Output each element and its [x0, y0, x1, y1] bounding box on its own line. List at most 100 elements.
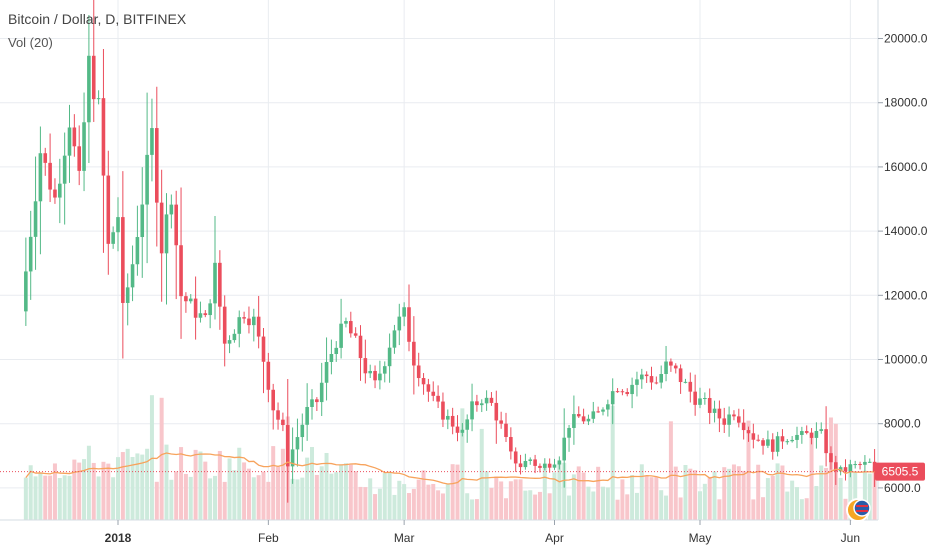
candle-body[interactable]	[319, 382, 324, 403]
candle-body[interactable]	[746, 430, 751, 434]
candle-body[interactable]	[193, 298, 198, 318]
candle-body[interactable]	[58, 183, 62, 198]
candle-body[interactable]	[824, 429, 828, 454]
candle-body[interactable]	[38, 153, 43, 202]
candle-body[interactable]	[499, 420, 503, 424]
candle-body[interactable]	[184, 296, 188, 302]
candle-body[interactable]	[834, 462, 838, 472]
candle-body[interactable]	[130, 264, 135, 288]
candle-body[interactable]	[567, 427, 571, 438]
candle-body[interactable]	[416, 365, 421, 379]
candle-body[interactable]	[169, 204, 174, 215]
candle-body[interactable]	[82, 122, 86, 171]
candle-body[interactable]	[24, 271, 28, 312]
candle-body[interactable]	[848, 464, 853, 472]
candle-body[interactable]	[804, 431, 809, 433]
candle-body[interactable]	[111, 232, 115, 244]
candle-body[interactable]	[174, 204, 178, 246]
candle-body[interactable]	[295, 437, 300, 450]
candle-body[interactable]	[159, 202, 164, 254]
candle-body[interactable]	[707, 398, 712, 413]
candle-body[interactable]	[693, 391, 697, 405]
candle-body[interactable]	[562, 437, 566, 461]
candle-body[interactable]	[756, 439, 760, 441]
candle-body[interactable]	[155, 128, 159, 203]
candle-body[interactable]	[106, 175, 111, 244]
candle-body[interactable]	[606, 404, 610, 410]
candle-body[interactable]	[795, 434, 799, 440]
candle-body[interactable]	[150, 128, 154, 155]
candle-body[interactable]	[387, 347, 392, 367]
candle-body[interactable]	[717, 408, 722, 419]
candle-body[interactable]	[450, 415, 455, 427]
candle-body[interactable]	[644, 374, 649, 377]
candle-body[interactable]	[247, 318, 251, 326]
candle-body[interactable]	[543, 463, 547, 468]
candle-body[interactable]	[87, 55, 91, 123]
candle-body[interactable]	[208, 303, 212, 316]
candle-body[interactable]	[504, 423, 508, 438]
candle-body[interactable]	[528, 459, 533, 461]
candle-body[interactable]	[285, 425, 290, 467]
candle-body[interactable]	[843, 467, 848, 472]
candle-body[interactable]	[703, 398, 707, 400]
candle-body[interactable]	[610, 391, 615, 405]
candle-body[interactable]	[775, 436, 780, 452]
candle-body[interactable]	[145, 154, 149, 205]
candle-body[interactable]	[213, 262, 217, 304]
candle-body[interactable]	[475, 401, 479, 406]
candle-body[interactable]	[722, 418, 727, 425]
candle-body[interactable]	[659, 374, 663, 383]
candle-body[interactable]	[712, 408, 717, 413]
candle-body[interactable]	[819, 429, 824, 431]
candle-body[interactable]	[397, 316, 402, 331]
candle-body[interactable]	[673, 365, 678, 369]
candle-body[interactable]	[48, 162, 52, 190]
candle-body[interactable]	[101, 98, 106, 176]
candle-body[interactable]	[329, 354, 334, 362]
candle-body[interactable]	[591, 411, 596, 419]
candle-body[interactable]	[509, 437, 513, 452]
candle-body[interactable]	[484, 397, 489, 404]
candle-body[interactable]	[324, 361, 329, 383]
candle-body[interactable]	[785, 441, 790, 443]
candle-body[interactable]	[455, 426, 460, 433]
candle-body[interactable]	[368, 370, 372, 374]
candle-body[interactable]	[188, 298, 193, 302]
candle-body[interactable]	[252, 316, 256, 326]
candle-body[interactable]	[33, 201, 38, 237]
candle-body[interactable]	[513, 451, 518, 464]
candle-body[interactable]	[436, 395, 440, 402]
candle-body[interactable]	[121, 217, 125, 303]
candle-body[interactable]	[353, 333, 358, 336]
candle-body[interactable]	[218, 262, 222, 307]
candle-body[interactable]	[62, 155, 67, 184]
candle-body[interactable]	[741, 422, 746, 431]
candle-body[interactable]	[460, 429, 465, 433]
candle-body[interactable]	[349, 321, 353, 334]
candle-body[interactable]	[664, 361, 668, 375]
candle-body[interactable]	[751, 433, 756, 440]
candle-body[interactable]	[373, 370, 377, 381]
candle-body[interactable]	[305, 406, 309, 425]
candle-body[interactable]	[382, 366, 387, 374]
candle-body[interactable]	[237, 317, 242, 334]
candle-body[interactable]	[446, 415, 450, 420]
candle-body[interactable]	[96, 98, 101, 100]
candle-body[interactable]	[72, 127, 77, 147]
candle-body[interactable]	[203, 313, 208, 316]
candle-body[interactable]	[300, 424, 305, 438]
volume-indicator-label[interactable]: Vol (20)	[8, 35, 53, 50]
candle-body[interactable]	[761, 440, 765, 446]
candle-body[interactable]	[67, 127, 72, 156]
candle-body[interactable]	[557, 460, 562, 465]
candle-body[interactable]	[227, 340, 232, 344]
candle-body[interactable]	[407, 307, 411, 342]
candle-body[interactable]	[615, 391, 620, 393]
candle-body[interactable]	[698, 398, 702, 405]
candle-body[interactable]	[334, 347, 339, 355]
candle-body[interactable]	[489, 397, 494, 403]
candle-body[interactable]	[576, 414, 581, 417]
candle-body[interactable]	[732, 414, 736, 417]
candle-body[interactable]	[867, 461, 872, 463]
